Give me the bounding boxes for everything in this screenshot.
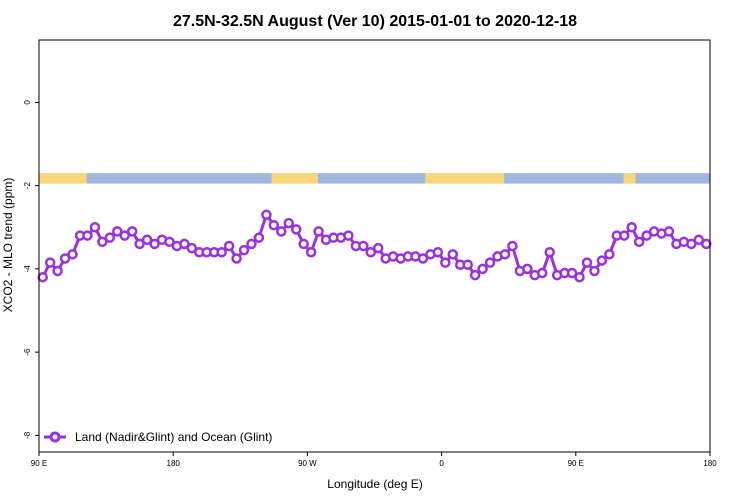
data-point: [37, 271, 48, 283]
data-point: [693, 234, 705, 246]
data-point: [604, 249, 615, 260]
y-tick-label: -2: [23, 182, 32, 190]
data-point: [290, 224, 302, 235]
data-point: [253, 232, 265, 243]
data-point: [619, 230, 630, 241]
land-band-segment: [271, 173, 318, 184]
x-tick-label: 90 E: [568, 459, 584, 468]
data-point: [52, 265, 63, 277]
data-point: [537, 267, 548, 279]
data-point: [119, 230, 130, 241]
data-point: [104, 232, 116, 243]
y-tick-label: -4: [23, 265, 32, 273]
ocean-band: [39, 173, 710, 184]
data-point: [596, 255, 608, 266]
y-tick-label: -8: [23, 431, 32, 439]
data-point: [372, 242, 384, 254]
data-point: [440, 257, 451, 268]
land-band-segment: [425, 173, 505, 184]
land-band-segment: [39, 173, 87, 184]
x-tick-label: 180: [167, 459, 181, 468]
data-point: [82, 230, 93, 241]
data-point: [298, 238, 309, 250]
x-tick-label: 180: [703, 459, 717, 468]
data-point: [246, 238, 257, 250]
data-point: [544, 246, 555, 258]
data-point: [67, 249, 78, 260]
data-point: [417, 253, 429, 264]
data-point: [574, 271, 585, 283]
data-point: [89, 222, 101, 233]
data-point: [507, 240, 518, 252]
data-point: [462, 259, 473, 270]
data-point: [469, 269, 481, 281]
data-point: [701, 238, 712, 250]
data-point: [477, 263, 488, 275]
y-axis: 0 -2 -4 -6 -8: [23, 100, 39, 439]
data-point: [663, 226, 675, 237]
plot-frame: [38, 39, 711, 453]
data-point: [589, 265, 600, 277]
data-point: [223, 240, 235, 252]
x-tick-label: 0: [439, 459, 444, 468]
data-point: [305, 246, 317, 258]
data-point: [484, 257, 496, 268]
data-point: [566, 267, 578, 279]
data-point: [238, 244, 250, 256]
data-point: [59, 253, 71, 264]
data-point: [313, 226, 324, 237]
data-point: [261, 209, 272, 221]
data-point: [626, 222, 637, 233]
data-point: [276, 226, 287, 237]
data-point: [112, 226, 123, 237]
data-point: [633, 236, 645, 248]
data-point: [358, 240, 369, 252]
x-tick-label: 90 E: [31, 459, 47, 468]
legend: Land (Nadir&Glint) and Ocean (Glint): [44, 430, 272, 444]
y-tick-label: 0: [23, 100, 32, 105]
surface-type-band: [39, 173, 710, 184]
data-point: [581, 257, 593, 268]
data-point: [499, 249, 511, 260]
x-axis: 90 E 180 90 W 0 90 E 180: [31, 452, 717, 468]
data-point: [186, 242, 198, 254]
data-point: [447, 249, 459, 260]
x-axis-label: Longitude (deg E): [327, 477, 422, 491]
data-point: [216, 246, 227, 258]
data-point: [343, 230, 354, 241]
y-axis-label: XCO2 - MLO trend (ppm): [1, 178, 15, 313]
data-point: [231, 253, 242, 264]
data-series: [37, 209, 712, 283]
data-point: [141, 234, 153, 246]
data-point: [97, 236, 108, 248]
legend-marker: [49, 431, 61, 443]
data-point: [432, 246, 444, 258]
chart-title: 27.5N-32.5N August (Ver 10) 2015-01-01 t…: [173, 13, 577, 30]
data-point: [134, 238, 145, 250]
legend-label: Land (Nadir&Glint) and Ocean (Glint): [75, 430, 272, 444]
data-point: [522, 263, 533, 275]
data-point: [126, 226, 138, 237]
data-point: [283, 217, 295, 229]
data-point: [149, 238, 160, 250]
data-point: [365, 246, 377, 258]
y-tick-label: -6: [23, 348, 32, 356]
data-point: [686, 238, 697, 250]
data-point: [44, 257, 56, 268]
x-tick-label: 90 W: [298, 459, 317, 468]
land-band-segment: [623, 173, 636, 184]
data-point: [179, 238, 190, 250]
data-point: [641, 230, 652, 241]
data-point: [268, 219, 280, 231]
data-point: [164, 236, 175, 248]
